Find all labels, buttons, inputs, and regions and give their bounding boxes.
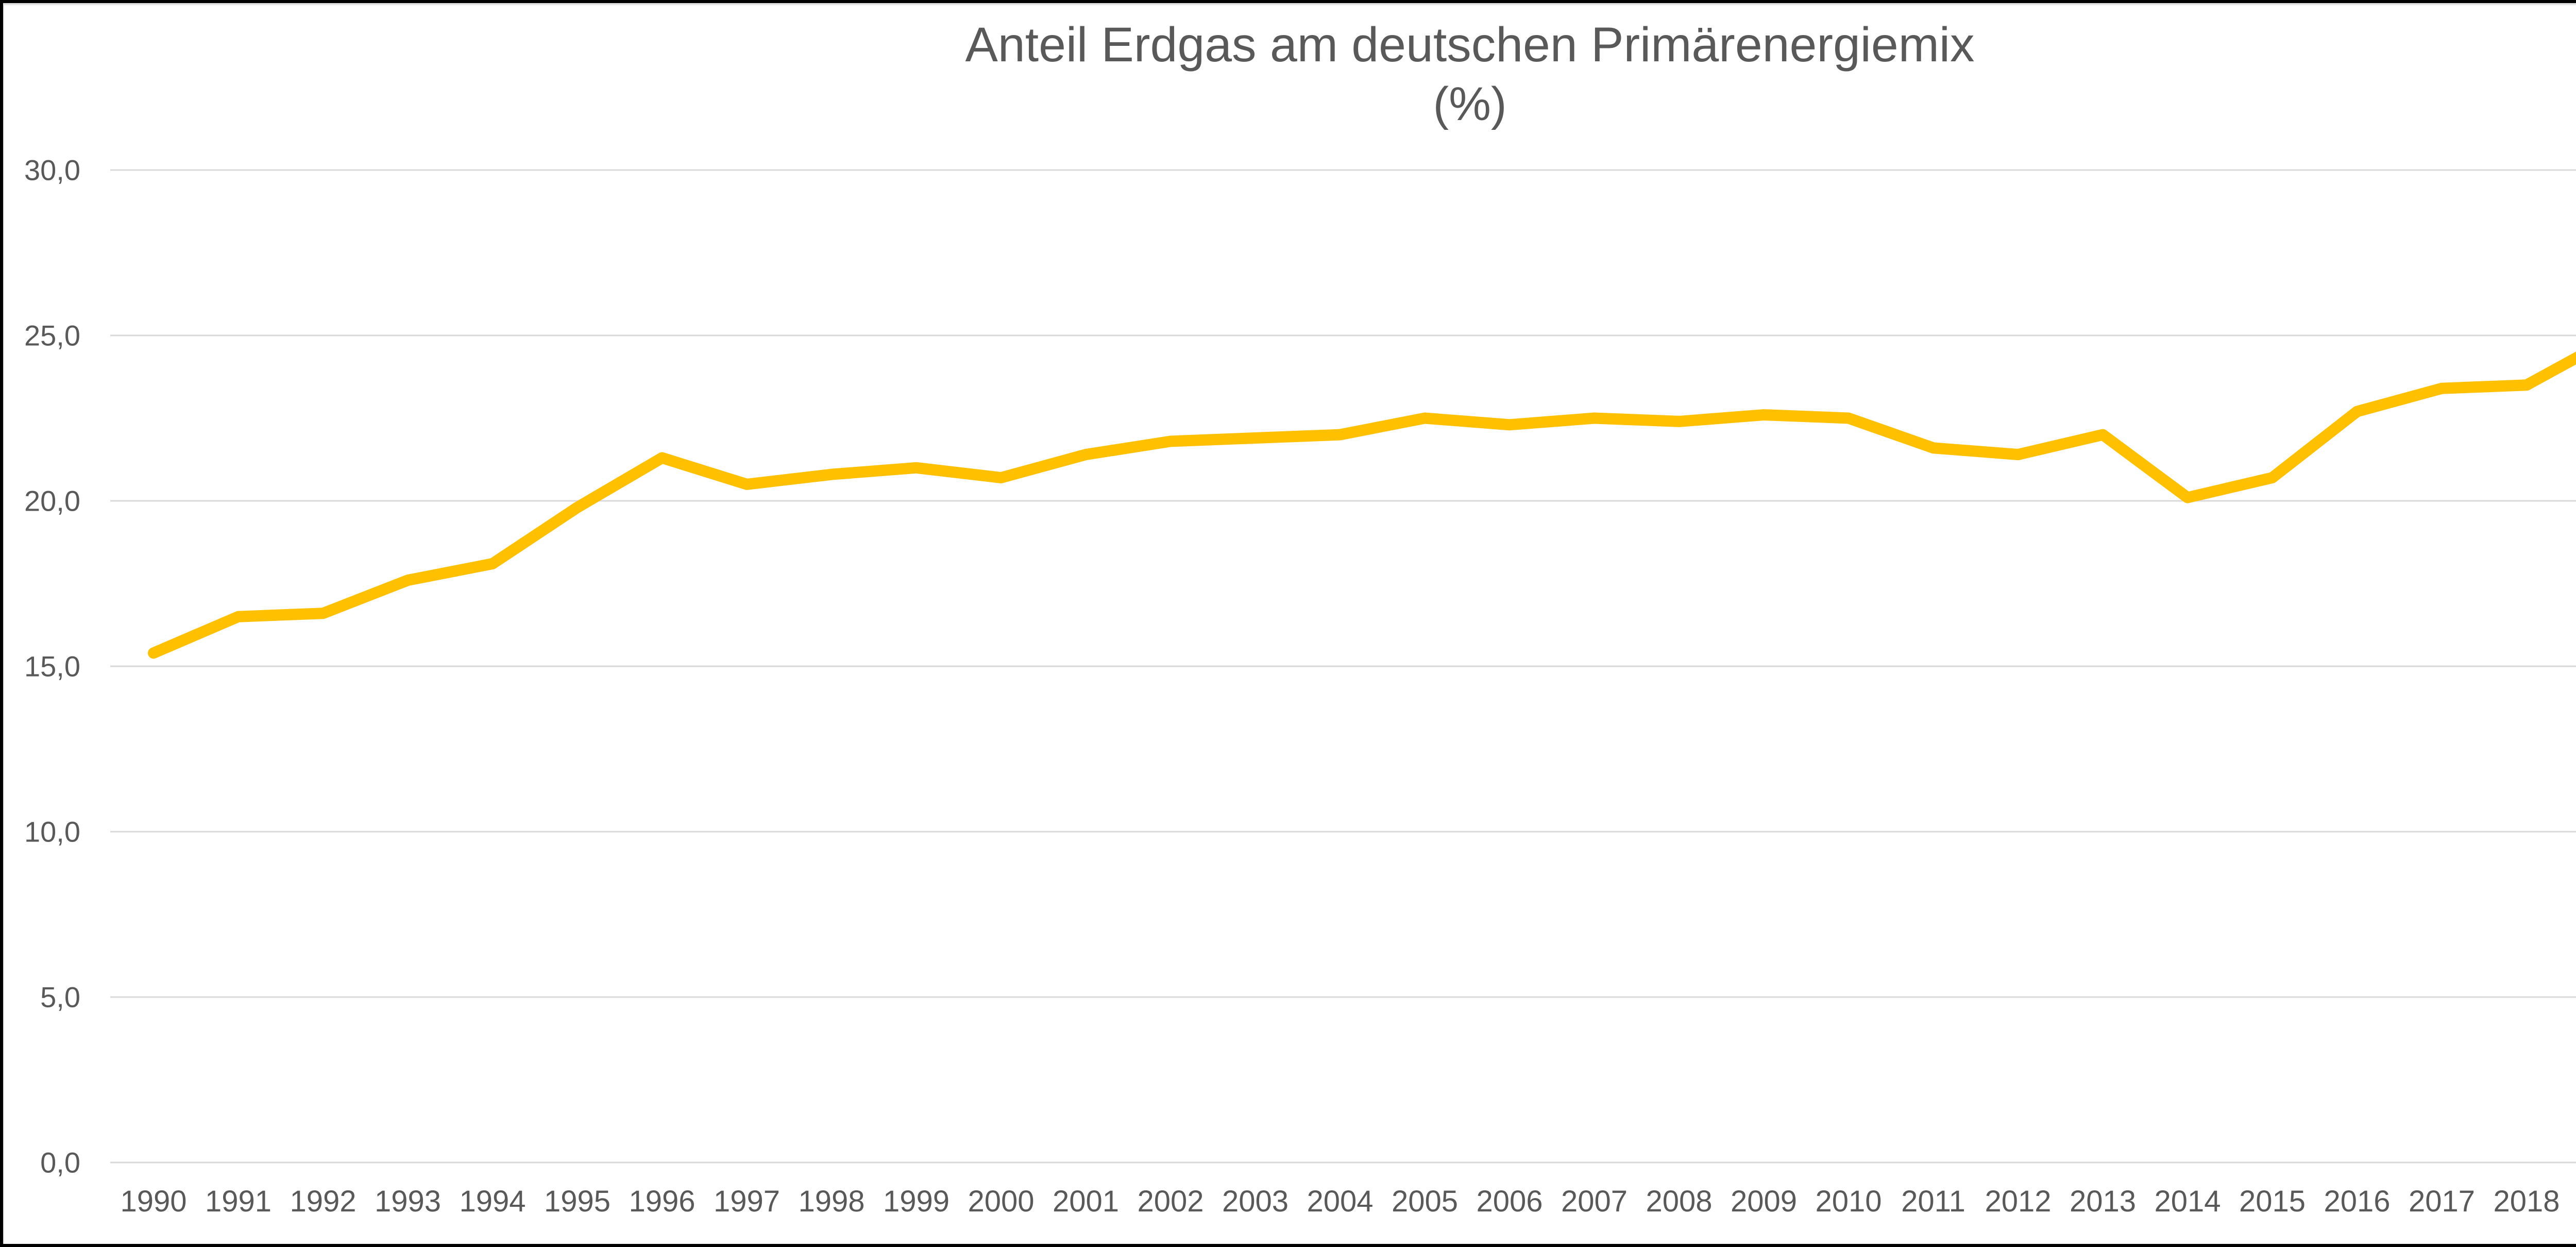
x-axis-tick-label: 1992 xyxy=(290,1185,357,1218)
x-axis-tick-label: 1996 xyxy=(629,1185,696,1218)
x-axis-tick-label: 1997 xyxy=(713,1185,781,1218)
chart-title: Anteil Erdgas am deutschen Primärenergie… xyxy=(965,18,1975,72)
x-axis-tick-label: 1998 xyxy=(798,1185,865,1218)
x-axis-tick-label: 2009 xyxy=(1730,1185,1798,1218)
x-axis-tick-label: 2001 xyxy=(1052,1185,1120,1218)
y-axis-tick-label: 30,0 xyxy=(24,154,80,187)
x-axis-tick-label: 2000 xyxy=(968,1185,1035,1218)
y-axis-tick-label: 10,0 xyxy=(24,815,80,848)
x-axis-tick-label: 2003 xyxy=(1222,1185,1289,1218)
x-axis-tick-label: 1999 xyxy=(883,1185,950,1218)
y-axis-tick-label: 25,0 xyxy=(24,319,80,352)
x-axis-tick-label: 2008 xyxy=(1646,1185,1713,1218)
x-axis-tick-label: 2018 xyxy=(2493,1185,2560,1218)
x-axis-tick-label: 1994 xyxy=(459,1185,526,1218)
x-axis-tick-label: 2005 xyxy=(1391,1185,1459,1218)
x-axis-tick-label: 2002 xyxy=(1137,1185,1204,1218)
x-axis-tick-label: 1991 xyxy=(205,1185,272,1218)
line-chart-plot-area xyxy=(110,169,2576,1164)
y-axis-tick-label: 20,0 xyxy=(24,484,80,517)
y-axis-tick-label: 0,0 xyxy=(40,1146,80,1179)
x-axis-tick-label: 2016 xyxy=(2324,1185,2391,1218)
x-axis-tick-label: 2017 xyxy=(2408,1185,2476,1218)
x-axis-tick-label: 2007 xyxy=(1561,1185,1628,1218)
x-axis-tick-label: 2006 xyxy=(1476,1185,1543,1218)
x-axis-tick-label: 2013 xyxy=(2069,1185,2137,1218)
x-axis-tick-label: 1993 xyxy=(374,1185,442,1218)
x-axis-tick-label: 2019 xyxy=(2568,1184,2576,1219)
chart-title-block: Anteil Erdgas am deutschen Primärenergie… xyxy=(3,14,2576,133)
x-axis-tick-label: 2011 xyxy=(1901,1185,1965,1218)
x-axis-tick-label: 2012 xyxy=(1985,1185,2052,1218)
x-axis-tick-label: 2010 xyxy=(1815,1185,1882,1218)
x-axis-tick-label: 1990 xyxy=(120,1185,187,1218)
y-axis-tick-label: 15,0 xyxy=(24,650,80,683)
data-series-line xyxy=(148,351,2576,659)
x-axis-tick-label: 2004 xyxy=(1307,1185,1374,1218)
chart-subtitle: (%) xyxy=(1433,78,1507,130)
x-axis-tick-label: 1995 xyxy=(544,1185,611,1218)
y-axis-tick-label: 5,0 xyxy=(40,981,80,1014)
x-axis-tick-label: 2015 xyxy=(2239,1185,2306,1218)
x-axis-tick-label: 2014 xyxy=(2154,1185,2221,1218)
